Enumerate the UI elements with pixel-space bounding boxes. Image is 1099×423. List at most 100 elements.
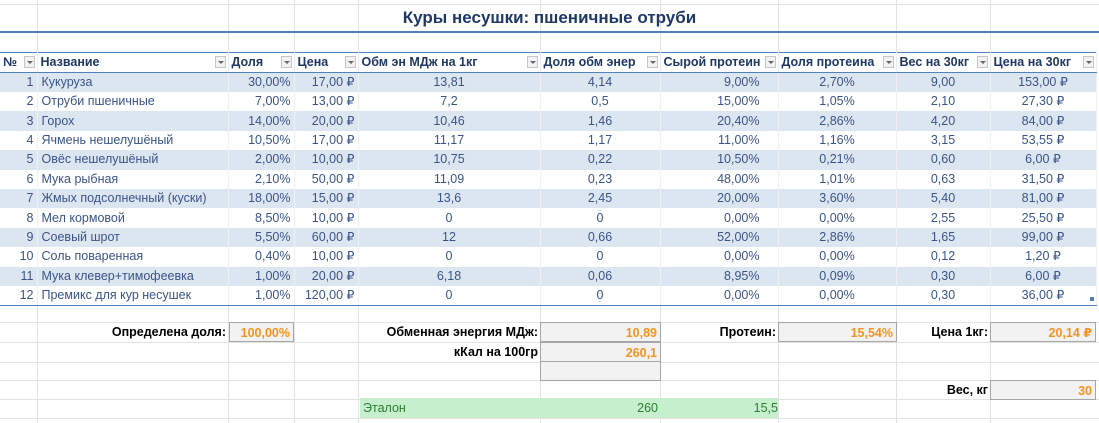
filter-dropdown-icon[interactable] <box>214 56 226 68</box>
table-cell[interactable]: 53,55 ₽ <box>990 130 1097 151</box>
empty-value-cell[interactable] <box>540 361 661 381</box>
table-cell[interactable]: 10,00 ₽ <box>294 247 359 267</box>
table-cell[interactable]: 0 <box>358 247 541 267</box>
table-cell[interactable]: 10 <box>0 247 38 267</box>
table-cell[interactable]: 1,16% <box>778 130 897 151</box>
table-cell[interactable]: 2,10 <box>896 92 991 112</box>
table-cell[interactable]: 1,65 <box>896 227 991 248</box>
table-cell[interactable]: 11,00% <box>660 130 779 151</box>
table-cell[interactable]: 6 <box>0 169 38 189</box>
share-value-cell[interactable]: 100,00% <box>229 322 294 342</box>
table-cell[interactable]: 3,15 <box>896 130 991 151</box>
table-cell[interactable]: 0 <box>540 247 661 267</box>
table-cell[interactable]: 5,40 <box>896 188 991 209</box>
table-cell[interactable]: 31,50 ₽ <box>990 169 1097 189</box>
table-cell[interactable]: 120,00 ₽ <box>294 285 359 306</box>
filter-dropdown-icon[interactable] <box>882 56 894 68</box>
col-header-protein-share[interactable]: Доля протеина <box>778 52 897 73</box>
table-cell[interactable]: 30,00% <box>228 72 295 92</box>
table-cell[interactable]: 9 <box>0 227 38 248</box>
table-cell[interactable]: 15,00% <box>660 92 779 112</box>
col-header-energy-share[interactable]: Доля обм энер <box>540 52 661 73</box>
table-cell[interactable]: 10,46 <box>358 111 541 131</box>
table-cell[interactable]: 10,00 ₽ <box>294 150 359 170</box>
table-cell[interactable]: 11,09 <box>358 169 541 189</box>
col-header-name[interactable]: Название <box>37 52 229 73</box>
table-cell[interactable]: 6,00 ₽ <box>990 150 1097 170</box>
table-cell[interactable]: 60,00 ₽ <box>294 227 359 248</box>
table-cell[interactable]: 3 <box>0 111 38 131</box>
table-cell[interactable]: 52,00% <box>660 227 779 248</box>
table-cell[interactable]: 0,30 <box>896 266 991 286</box>
table-cell[interactable]: 12 <box>0 285 38 306</box>
table-cell[interactable]: 27,30 ₽ <box>990 92 1097 112</box>
table-cell[interactable]: 8,50% <box>228 208 295 228</box>
table-cell[interactable]: Отруби пшеничные <box>37 92 229 112</box>
filter-dropdown-icon[interactable] <box>23 56 35 68</box>
filter-dropdown-icon[interactable] <box>1082 56 1094 68</box>
table-cell[interactable]: 2,86% <box>778 111 897 131</box>
energy-value-cell[interactable]: 10,89 <box>540 322 661 342</box>
col-header-num[interactable]: № <box>0 52 38 73</box>
table-cell[interactable]: 10,50% <box>660 150 779 170</box>
table-cell[interactable]: 2,45 <box>540 188 661 209</box>
table-cell[interactable]: 5,50% <box>228 227 295 248</box>
table-cell[interactable]: 0,00% <box>778 208 897 228</box>
table-cell[interactable]: 2,55 <box>896 208 991 228</box>
price-value-cell[interactable]: 20,14 ₽ <box>990 322 1096 342</box>
table-cell[interactable]: 5 <box>0 150 38 170</box>
table-cell[interactable]: 0,40% <box>228 247 295 267</box>
table-cell[interactable]: 0 <box>540 285 661 306</box>
table-cell[interactable]: 3,60% <box>778 188 897 209</box>
table-cell[interactable]: 0,09% <box>778 266 897 286</box>
table-cell[interactable]: 6,00 ₽ <box>990 266 1097 286</box>
table-resize-handle[interactable] <box>1090 297 1094 301</box>
table-cell[interactable]: 6,18 <box>358 266 541 286</box>
table-cell[interactable]: Овёс нешелушёный <box>37 150 229 170</box>
table-cell[interactable]: 14,00% <box>228 111 295 131</box>
table-cell[interactable]: 20,00 ₽ <box>294 266 359 286</box>
table-cell[interactable]: 0 <box>358 208 541 228</box>
filter-dropdown-icon[interactable] <box>646 56 658 68</box>
table-cell[interactable]: Горох <box>37 111 229 131</box>
table-cell[interactable]: Соль поваренная <box>37 247 229 267</box>
table-cell[interactable]: 0,23 <box>540 169 661 189</box>
table-cell[interactable]: 2,86% <box>778 227 897 248</box>
table-cell[interactable]: 20,00 ₽ <box>294 111 359 131</box>
filter-dropdown-icon[interactable] <box>764 56 776 68</box>
table-cell[interactable]: 0,30 <box>896 285 991 306</box>
table-cell[interactable]: Премикс для кур несушек <box>37 285 229 306</box>
col-header-energy[interactable]: Обм эн МДж на 1кг <box>358 52 541 73</box>
table-cell[interactable]: 0 <box>540 208 661 228</box>
table-cell[interactable]: 0,00% <box>660 247 779 267</box>
table-cell[interactable]: 17,00 ₽ <box>294 130 359 151</box>
table-cell[interactable]: 2,70% <box>778 72 897 92</box>
table-cell[interactable]: 0 <box>358 285 541 306</box>
table-cell[interactable]: 0,00% <box>778 285 897 306</box>
table-cell[interactable]: 0,5 <box>540 92 661 112</box>
col-header-protein[interactable]: Сырой протеин <box>660 52 779 73</box>
table-cell[interactable]: 11 <box>0 266 38 286</box>
table-cell[interactable]: 7 <box>0 188 38 209</box>
protein-value-cell[interactable]: 15,54% <box>778 322 897 342</box>
table-cell[interactable]: 0,63 <box>896 169 991 189</box>
table-cell[interactable]: 10,50% <box>228 130 295 151</box>
table-cell[interactable]: Ячмень нешелушёный <box>37 130 229 151</box>
table-cell[interactable]: 10,00 ₽ <box>294 208 359 228</box>
table-cell[interactable]: 1,05% <box>778 92 897 112</box>
table-cell[interactable]: 2,10% <box>228 169 295 189</box>
table-cell[interactable]: 4 <box>0 130 38 151</box>
table-cell[interactable]: 0,00% <box>778 247 897 267</box>
table-cell[interactable]: Соевый шрот <box>37 227 229 248</box>
table-cell[interactable]: 13,6 <box>358 188 541 209</box>
filter-dropdown-icon[interactable] <box>526 56 538 68</box>
col-header-share[interactable]: Доля <box>228 52 295 73</box>
table-cell[interactable]: 0,00% <box>660 208 779 228</box>
table-cell[interactable]: 25,50 ₽ <box>990 208 1097 228</box>
table-cell[interactable]: 2 <box>0 92 38 112</box>
filter-dropdown-icon[interactable] <box>280 56 292 68</box>
table-cell[interactable]: 7,2 <box>358 92 541 112</box>
table-cell[interactable]: 84,00 ₽ <box>990 111 1097 131</box>
col-header-price[interactable]: Цена <box>294 52 359 73</box>
table-cell[interactable]: 1,46 <box>540 111 661 131</box>
